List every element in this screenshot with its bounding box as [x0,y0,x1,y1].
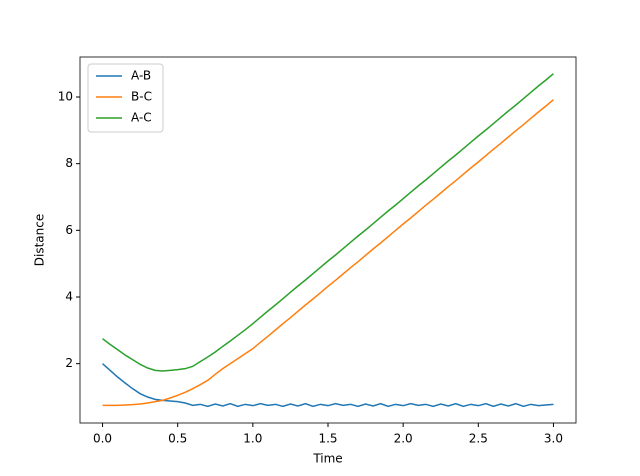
x-tick-label: 0.5 [168,432,187,446]
legend-label: B-C [131,90,152,104]
x-tick-label: 1.0 [243,432,262,446]
legend-box [87,63,164,133]
x-tick-label: 3.0 [544,432,563,446]
plot-frame [79,56,577,424]
series-line [102,363,554,408]
y-tick-label: 4 [65,290,73,304]
series-line [102,99,554,407]
x-tick-label: 2.0 [394,432,413,446]
legend-label: A-B [131,69,151,83]
x-tick-label: 1.5 [318,432,337,446]
y-tick-label: 10 [58,90,73,104]
x-axis-label: Time [312,452,342,466]
y-tick-label: 8 [65,156,73,170]
x-tick-label: 2.5 [469,432,488,446]
legend-label: A-C [131,111,152,125]
series-line [102,73,554,372]
y-axis-label: Distance [33,214,47,266]
y-tick-label: 2 [65,356,73,370]
x-tick-label: 0.0 [93,432,112,446]
y-tick-label: 6 [65,223,73,237]
